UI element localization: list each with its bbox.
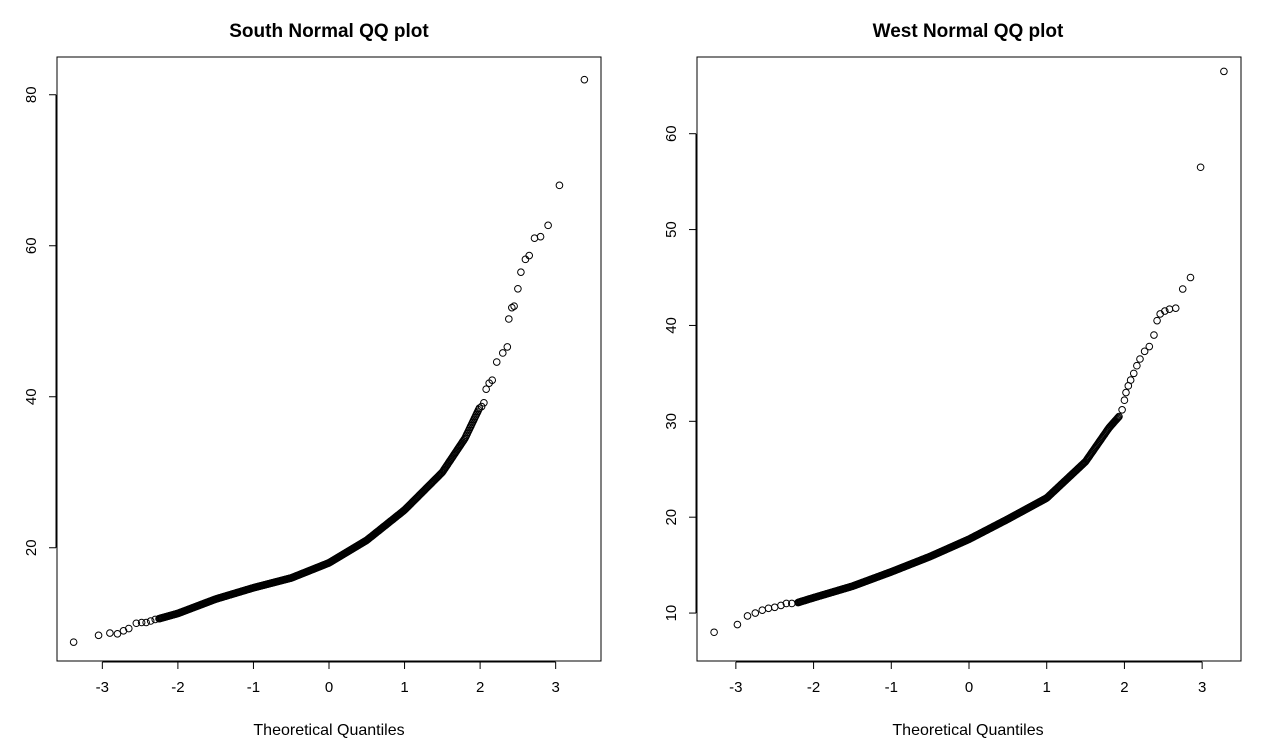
data-point <box>1220 67 1228 76</box>
data-point <box>94 631 103 640</box>
x-tick-label: 3 <box>1198 679 1206 696</box>
y-tick-label: 30 <box>663 413 680 430</box>
data-point <box>498 349 507 357</box>
data-point <box>113 630 122 638</box>
data-point <box>1161 307 1169 315</box>
y-tick-label: 60 <box>663 125 680 142</box>
y-tick-label: 60 <box>23 237 40 254</box>
data-point <box>514 284 522 293</box>
y-axis: 10 20 30 40 50 60 <box>663 125 697 622</box>
y-tick-label: 50 <box>663 221 680 238</box>
data-point <box>106 629 114 637</box>
x-tick-label: -1 <box>885 679 898 696</box>
x-tick-label: -2 <box>171 679 184 696</box>
x-axis-label: Theoretical Quantiles <box>253 722 404 738</box>
x-axis-label: Theoretical Quantiles <box>892 722 1043 738</box>
data-point <box>555 181 564 190</box>
data-point <box>1136 355 1144 363</box>
data-point <box>124 624 133 633</box>
chart-title: West Normal QQ plot <box>873 21 1064 42</box>
data-point <box>782 599 791 608</box>
y-tick-label: 40 <box>23 388 40 405</box>
data-point <box>508 303 516 312</box>
data-point <box>1140 347 1149 356</box>
data-points <box>710 67 1228 637</box>
y-axis: 20 40 60 80 <box>23 86 57 556</box>
data-point <box>1150 331 1158 339</box>
data-point <box>1178 285 1187 293</box>
data-point <box>1145 342 1154 351</box>
data-point <box>525 251 534 260</box>
data-point <box>580 75 589 84</box>
data-point <box>743 612 752 620</box>
data-point <box>1112 415 1121 423</box>
data-point <box>517 268 525 276</box>
plot-frame <box>56 56 602 662</box>
data-point <box>1126 376 1135 384</box>
y-tick-label: 40 <box>663 317 680 334</box>
x-tick-label: 3 <box>551 679 559 696</box>
data-point <box>488 376 497 384</box>
data-point <box>758 606 767 614</box>
y-tick-label: 20 <box>663 509 680 526</box>
data-point <box>1122 388 1130 397</box>
data-point <box>132 619 141 628</box>
west-qq-panel: West Normal QQ plot -3 -2 -1 0 1 2 3 10 20 30 40 5… <box>663 21 1242 738</box>
data-point <box>1171 304 1180 312</box>
data-point <box>530 234 539 242</box>
x-tick-label: 2 <box>1120 679 1128 696</box>
data-point <box>1153 316 1161 325</box>
data-point <box>480 398 488 407</box>
data-point <box>1114 413 1123 422</box>
data-point <box>544 221 552 230</box>
data-point <box>1129 369 1138 378</box>
data-point <box>751 609 760 617</box>
south-qq-panel: South Normal QQ plot -3 -2 -1 0 1 2 3 20 40 60 80… <box>23 21 602 738</box>
x-tick-label: 1 <box>400 679 408 696</box>
data-point <box>1118 406 1126 414</box>
x-axis: -3 -2 -1 0 1 2 3 <box>729 661 1206 696</box>
data-point <box>510 302 518 310</box>
data-point <box>710 628 718 637</box>
x-tick-label: 0 <box>325 679 333 696</box>
data-point <box>475 404 484 412</box>
x-axis: -3 -2 -1 0 1 2 3 <box>96 661 560 696</box>
x-tick-label: -3 <box>96 679 109 696</box>
data-point <box>142 618 150 627</box>
data-point <box>1112 416 1120 424</box>
data-point <box>137 618 146 627</box>
data-point <box>482 385 490 394</box>
data-point <box>503 343 512 351</box>
x-tick-label: -1 <box>247 679 260 696</box>
y-tick-label: 10 <box>663 605 680 622</box>
x-tick-label: 1 <box>1043 679 1051 696</box>
x-tick-label: -2 <box>807 679 820 696</box>
plot-frame <box>696 56 1242 662</box>
data-point <box>1133 361 1141 370</box>
data-point <box>777 601 785 610</box>
data-point <box>733 620 742 629</box>
x-tick-label: 0 <box>965 679 973 696</box>
x-tick-label: 2 <box>476 679 484 696</box>
data-point <box>492 358 501 366</box>
y-tick-label: 20 <box>23 539 40 556</box>
data-point <box>1120 396 1129 405</box>
chart-title: South Normal QQ plot <box>229 21 429 42</box>
data-point <box>1186 273 1195 282</box>
data-point <box>764 604 773 613</box>
data-point <box>770 603 779 612</box>
data-point <box>536 232 545 241</box>
y-tick-label: 80 <box>23 86 40 103</box>
data-point <box>1113 414 1122 423</box>
data-point <box>69 638 78 646</box>
data-point <box>505 315 513 323</box>
data-points <box>69 75 589 646</box>
data-point <box>146 617 155 625</box>
data-point <box>521 255 530 264</box>
data-point <box>1196 163 1205 172</box>
x-tick-label: -3 <box>729 679 742 696</box>
